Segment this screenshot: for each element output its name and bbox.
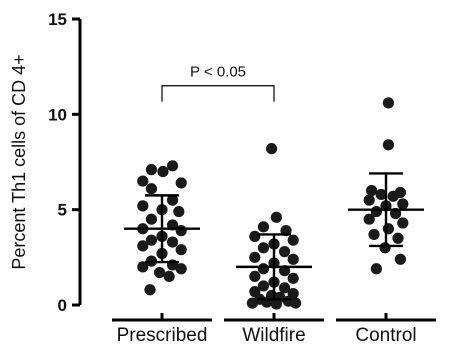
data-point (137, 240, 149, 252)
data-point (363, 194, 375, 206)
data-point (175, 177, 187, 189)
data-point (382, 139, 394, 151)
data-point (257, 242, 270, 254)
data-point (397, 217, 409, 229)
data-point (270, 298, 282, 310)
data-point (145, 234, 158, 246)
data-point (266, 143, 278, 155)
data-point (144, 284, 156, 296)
data-point (366, 185, 378, 197)
data-point (163, 270, 175, 282)
x-category-label: Control (355, 325, 416, 345)
data-point (175, 225, 187, 237)
data-point (166, 194, 179, 206)
x-category-label: Wildfire (242, 325, 305, 345)
data-point (137, 200, 149, 212)
chart-labels: 0 5 10 15 Prescribed Wildfire Control Percent T… (9, 10, 417, 345)
data-point (287, 272, 299, 284)
data-point (257, 280, 270, 292)
data-point (363, 213, 375, 225)
data-point (145, 183, 158, 195)
data-point (173, 205, 185, 218)
data-point (145, 213, 158, 225)
data-point (270, 211, 282, 223)
data-point (166, 236, 179, 248)
y-tick-label: 15 (48, 10, 67, 29)
data-point (154, 266, 166, 279)
data-point (370, 263, 382, 275)
data-point (175, 263, 187, 275)
data-point (166, 160, 179, 172)
data-point (257, 263, 270, 275)
data-point (137, 261, 149, 273)
x-category-label: Prescribed (117, 325, 208, 345)
data-point (157, 165, 169, 178)
data-point (368, 228, 380, 241)
data-point (249, 251, 261, 263)
data-point (249, 230, 261, 242)
p-value-annotation: P < 0.05 (190, 64, 246, 81)
data-point (278, 282, 291, 294)
data-point (287, 253, 299, 265)
data-point (382, 223, 394, 235)
data-point (382, 97, 394, 109)
y-tick-label: 0 (58, 296, 67, 315)
y-tick-label: 5 (58, 201, 67, 220)
data-point (175, 244, 187, 256)
data-point (145, 164, 158, 176)
data-point (287, 234, 299, 246)
data-point (375, 188, 387, 201)
y-axis-label: Percent Th1 cells of CD 4+ (9, 54, 29, 269)
data-point (246, 297, 258, 309)
data-point (249, 270, 261, 282)
data-point (137, 175, 149, 187)
data-point (394, 253, 406, 265)
significance-bracket (161, 85, 275, 102)
chart-marks (124, 85, 424, 310)
data-point (257, 221, 270, 233)
data-point (397, 198, 409, 210)
y-tick-label: 10 (48, 105, 67, 124)
data-point (278, 246, 291, 258)
data-point (392, 232, 404, 244)
axes (72, 17, 436, 322)
data-point (290, 297, 302, 309)
data-point (387, 190, 399, 202)
